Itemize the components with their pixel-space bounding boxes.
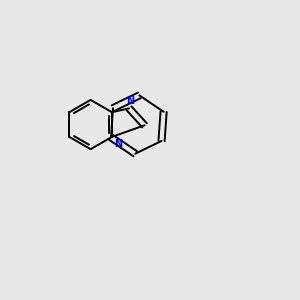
Text: N: N: [126, 96, 134, 106]
Text: N: N: [114, 139, 122, 149]
